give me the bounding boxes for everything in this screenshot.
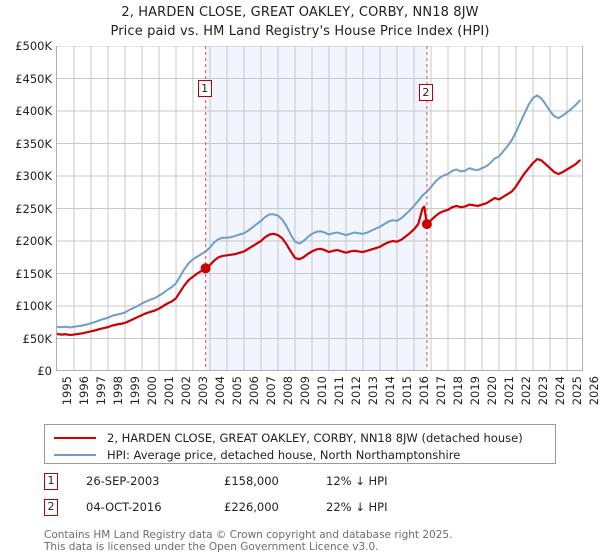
x-axis-tick-label: 2009 <box>298 376 312 406</box>
x-axis-tick-label: 2017 <box>434 376 448 406</box>
sale-price: £158,000 <box>224 474 279 488</box>
y-axis-labels: £0 £50K £100K £150K £200K £250K £300K £350K £400… <box>0 0 52 380</box>
x-axis-tick-label: 2000 <box>145 376 159 406</box>
y-axis-tick-label: £150K <box>15 266 52 281</box>
x-axis-tick-label: 1998 <box>111 376 125 406</box>
y-axis-tick-label: £300K <box>15 169 52 183</box>
x-axis-tick-label: 2011 <box>332 376 346 406</box>
x-axis-tick-label: 2019 <box>468 376 482 406</box>
y-axis-tick-label: £0 <box>37 364 52 378</box>
x-axis-tick-label: 2004 <box>213 376 227 406</box>
sale-date: 26-SEP-2003 <box>86 474 160 488</box>
sale-point-marker[interactable] <box>421 219 432 230</box>
y-axis-tick-label: £350K <box>15 136 52 151</box>
x-axis-tick-label: 2005 <box>230 376 244 406</box>
x-axis-tick-label: 2012 <box>349 376 363 406</box>
sale-index-badge: 2 <box>44 499 58 516</box>
footer-line-2: This data is licensed under the Open Gov… <box>44 541 379 553</box>
legend-color-swatch <box>54 436 96 439</box>
y-axis-tick-label: £450K <box>15 71 52 86</box>
x-axis-tick-label: 1999 <box>128 376 142 406</box>
sale-index-badge: 1 <box>44 473 58 490</box>
chart-legend: 2, HARDEN CLOSE, GREAT OAKLEY, CORBY, NN… <box>44 424 556 464</box>
event-marker-badge-2[interactable]: 2 <box>418 84 433 101</box>
sale-hpi-delta: 12% ↓ HPI <box>326 474 388 488</box>
sale-point-marker[interactable] <box>200 263 211 274</box>
sale-price: £226,000 <box>224 500 279 514</box>
event-marker-badge-1[interactable]: 1 <box>197 80 212 97</box>
y-axis-tick-label: £400K <box>15 104 52 118</box>
y-axis-tick-label: £250K <box>15 201 52 216</box>
price-history-chart <box>57 46 582 370</box>
y-axis-tick-label: £50K <box>22 331 53 346</box>
plot-area <box>56 46 583 371</box>
x-axis-tick-label: 2001 <box>162 376 176 406</box>
x-axis-tick-label: 2016 <box>417 376 431 406</box>
chart-title-block: 2, HARDEN CLOSE, GREAT OAKLEY, CORBY, NN… <box>0 0 600 41</box>
table-row[interactable]: 2 04-OCT-2016 £226,000 22% ↓ HPI <box>44 498 584 524</box>
x-axis-tick-label: 2013 <box>366 376 380 406</box>
x-axis-tick-label: 2021 <box>502 376 516 406</box>
x-axis-tick-label: 2022 <box>519 376 533 406</box>
x-axis-tick-label: 2020 <box>485 376 499 406</box>
table-row[interactable]: 1 26-SEP-2003 £158,000 12% ↓ HPI <box>44 472 584 498</box>
x-axis-tick-label: 1997 <box>94 376 108 406</box>
x-axis-tick-label: 2010 <box>315 376 329 406</box>
legend-label: HPI: Average price, detached house, Nort… <box>107 447 461 462</box>
attribution-footer: Contains HM Land Registry data © Crown c… <box>44 529 584 553</box>
x-axis-tick-label: 2003 <box>196 376 210 406</box>
page-subtitle: Price paid vs. HM Land Registry's House … <box>110 24 490 39</box>
x-axis-tick-label: 2015 <box>400 376 414 406</box>
x-axis-tick-label: 2014 <box>383 376 397 406</box>
x-axis-tick-label: 1995 <box>60 376 74 406</box>
x-axis-tick-label: 2024 <box>553 376 567 406</box>
x-axis-tick-label: 2006 <box>247 376 261 406</box>
x-axis-tick-label: 2008 <box>281 376 295 406</box>
y-axis-tick-label: £200K <box>15 234 52 248</box>
x-axis-tick-label: 2026 <box>587 376 600 406</box>
x-axis-tick-label: 2018 <box>451 376 465 406</box>
sales-table: 1 26-SEP-2003 £158,000 12% ↓ HPI 2 04-OCT-201… <box>44 472 584 524</box>
legend-item[interactable]: HPI: Average price, detached house, Nort… <box>45 446 555 463</box>
legend-item[interactable]: 2, HARDEN CLOSE, GREAT OAKLEY, CORBY, NN… <box>45 429 555 446</box>
x-axis-tick-label: 2007 <box>264 376 278 406</box>
legend-color-swatch <box>54 453 96 456</box>
series-line-property <box>57 157 581 337</box>
x-axis-tick-label: 2023 <box>536 376 550 406</box>
footer-line-1: Contains HM Land Registry data © Crown c… <box>44 529 453 541</box>
y-axis-tick-label: £500K <box>15 39 52 53</box>
page-title: 2, HARDEN CLOSE, GREAT OAKLEY, CORBY, NN… <box>121 5 479 20</box>
sale-date: 04-OCT-2016 <box>86 500 162 514</box>
y-axis-tick-label: £100K <box>15 299 52 313</box>
x-axis-tick-label: 2025 <box>570 376 584 406</box>
series-line-hpi <box>57 94 581 329</box>
legend-label: 2, HARDEN CLOSE, GREAT OAKLEY, CORBY, NN… <box>107 430 523 445</box>
x-axis-tick-label: 2002 <box>179 376 193 406</box>
x-axis-tick-label: 1996 <box>77 376 91 406</box>
sale-hpi-delta: 22% ↓ HPI <box>326 500 388 514</box>
